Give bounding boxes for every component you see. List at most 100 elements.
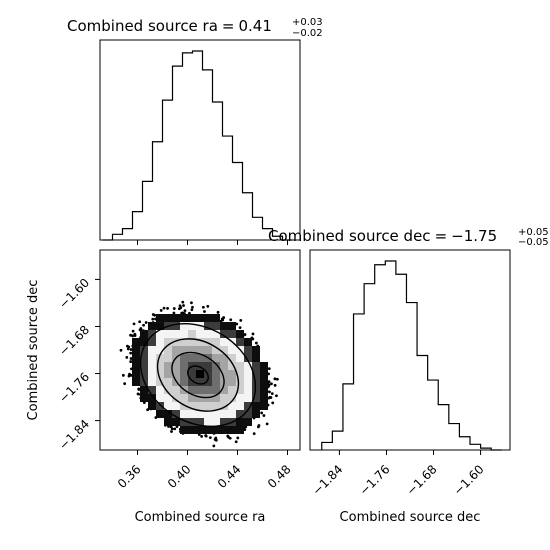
density-cell: [252, 346, 260, 354]
density-point: [252, 432, 256, 436]
density-cell: [244, 410, 252, 418]
density-point: [133, 332, 137, 336]
density-cell: [204, 330, 212, 338]
density-cell: [252, 362, 260, 370]
density-cell: [180, 322, 188, 330]
density-cell: [228, 330, 236, 338]
density-cell: [196, 346, 204, 354]
density-cell: [228, 394, 236, 402]
density-point: [228, 436, 232, 440]
ra-histogram-ticks: [137, 240, 288, 245]
dec-histogram-frame: [309, 249, 511, 451]
density-cell: [180, 410, 188, 418]
density-cell: [212, 354, 220, 362]
density-cell: [196, 426, 204, 434]
density-cell: [188, 346, 196, 354]
density-point: [170, 427, 174, 431]
dec-title-err-minus: −0.05: [518, 237, 549, 248]
density-cell: [212, 386, 220, 394]
density-point: [267, 383, 271, 387]
density-cell: [148, 346, 156, 354]
density-point: [132, 322, 136, 326]
density-cell: [156, 394, 164, 402]
density-cell: [188, 322, 196, 330]
density-cell: [244, 418, 252, 426]
density-cell: [180, 338, 188, 346]
density-cell: [236, 402, 244, 410]
density-x-tick-label: 0.44: [215, 462, 244, 491]
density-cell: [164, 330, 172, 338]
density-point: [204, 434, 208, 438]
density-cell: [180, 314, 188, 322]
density-cell: [188, 386, 196, 394]
density-cell: [204, 402, 212, 410]
density-cell: [204, 410, 212, 418]
density-cell: [180, 370, 188, 378]
density-cell: [188, 402, 196, 410]
density-point: [256, 425, 260, 429]
density-cell: [132, 354, 140, 362]
contour-mid: [156, 338, 240, 412]
density-point: [137, 387, 141, 391]
density-cell: [132, 370, 140, 378]
density-point: [151, 317, 155, 321]
density-cell: [212, 346, 220, 354]
density-point: [267, 367, 271, 371]
density-cell: [220, 338, 228, 346]
density-point: [216, 310, 220, 314]
density-contours: [139, 322, 257, 428]
density-cell: [204, 426, 212, 434]
ra-histogram-panel: Combined source ra = 0.41 +0.03 −0.02: [67, 17, 323, 245]
density-cell: [220, 322, 228, 330]
density-cell: [180, 346, 188, 354]
density-cell: [148, 322, 156, 330]
density-cell: [260, 402, 268, 410]
density-point: [268, 390, 271, 394]
density-cell: [236, 330, 244, 338]
density-point: [229, 318, 233, 322]
density-point: [190, 308, 194, 312]
density-x-label: Combined source ra: [135, 510, 266, 525]
density-point: [131, 329, 135, 333]
density-frame: [99, 249, 301, 451]
density-cell: [172, 346, 180, 354]
density-point: [172, 307, 176, 310]
density-cell: [252, 354, 260, 362]
density-cells: [132, 314, 268, 434]
density-cell: [188, 418, 196, 426]
density-point: [123, 382, 127, 386]
density-cell: [172, 362, 180, 370]
density-cell: [180, 378, 188, 386]
density-cell: [228, 346, 236, 354]
density-cell: [220, 402, 228, 410]
density-cell: [236, 418, 244, 426]
density-point: [270, 382, 273, 386]
density-cell: [148, 394, 156, 402]
density-cell: [172, 338, 180, 346]
dec-title-label: Combined source dec: [268, 227, 431, 245]
density-point: [212, 444, 216, 448]
density-cell: [220, 362, 228, 370]
density-point: [226, 434, 230, 438]
density-point: [265, 422, 269, 426]
density-cell: [132, 346, 140, 354]
density-point: [177, 307, 181, 311]
density-x-tick-label: 0.40: [165, 462, 194, 491]
density-cell: [236, 386, 244, 394]
density-cell: [228, 354, 236, 362]
density-cell: [212, 426, 220, 434]
density-cell: [188, 314, 196, 322]
density-cell: [140, 370, 148, 378]
density-point: [222, 316, 226, 319]
density-cell: [148, 402, 156, 410]
contour-outer: [139, 322, 257, 428]
density-point: [153, 313, 157, 317]
density-cell: [180, 402, 188, 410]
density-cell: [164, 314, 172, 322]
density-cell: [164, 338, 172, 346]
density-cell: [252, 394, 260, 402]
density-cell: [156, 402, 164, 410]
density-cell: [140, 354, 148, 362]
density-cell: [164, 386, 172, 394]
density-cell: [196, 418, 204, 426]
